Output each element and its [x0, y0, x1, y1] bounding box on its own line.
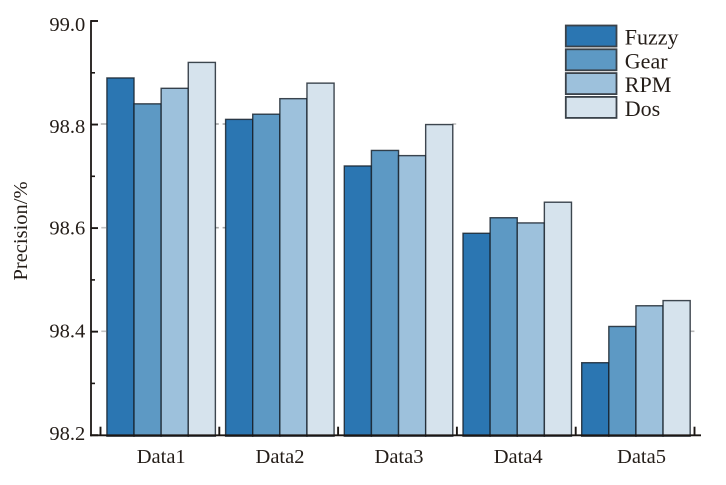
svg-text:Data3: Data3	[375, 446, 424, 468]
svg-text:99.0: 99.0	[49, 14, 85, 36]
svg-text:98.4: 98.4	[49, 321, 85, 343]
svg-text:98.6: 98.6	[49, 218, 85, 240]
svg-text:Data5: Data5	[617, 446, 666, 468]
svg-text:Data4: Data4	[494, 446, 543, 468]
svg-text:98.2: 98.2	[49, 423, 85, 445]
svg-text:Gear: Gear	[625, 48, 668, 73]
svg-text:Data1: Data1	[137, 446, 186, 468]
svg-text:Fuzzy: Fuzzy	[625, 25, 679, 50]
svg-text:Dos: Dos	[625, 96, 660, 121]
svg-text:RPM: RPM	[625, 72, 671, 97]
svg-text:Precision/%: Precision/%	[10, 181, 32, 280]
svg-text:Data2: Data2	[256, 446, 305, 468]
svg-text:98.8: 98.8	[49, 116, 85, 138]
